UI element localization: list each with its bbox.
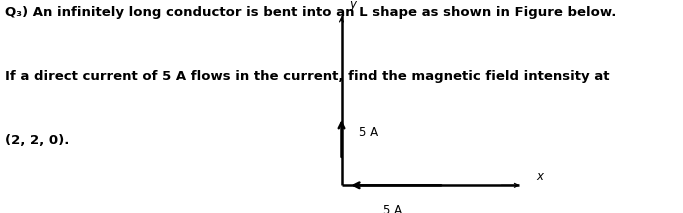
- Text: Q₃) An infinitely long conductor is bent into an L shape as shown in Figure belo: Q₃) An infinitely long conductor is bent…: [5, 6, 617, 19]
- Text: (2, 2, 0).: (2, 2, 0).: [5, 134, 70, 147]
- Text: x: x: [536, 170, 543, 183]
- Text: If a direct current of 5 A flows in the current, find the magnetic field intensi: If a direct current of 5 A flows in the …: [5, 70, 610, 83]
- Text: y: y: [350, 0, 357, 11]
- Text: 5 A: 5 A: [359, 125, 378, 139]
- Text: 5 A: 5 A: [383, 204, 402, 213]
